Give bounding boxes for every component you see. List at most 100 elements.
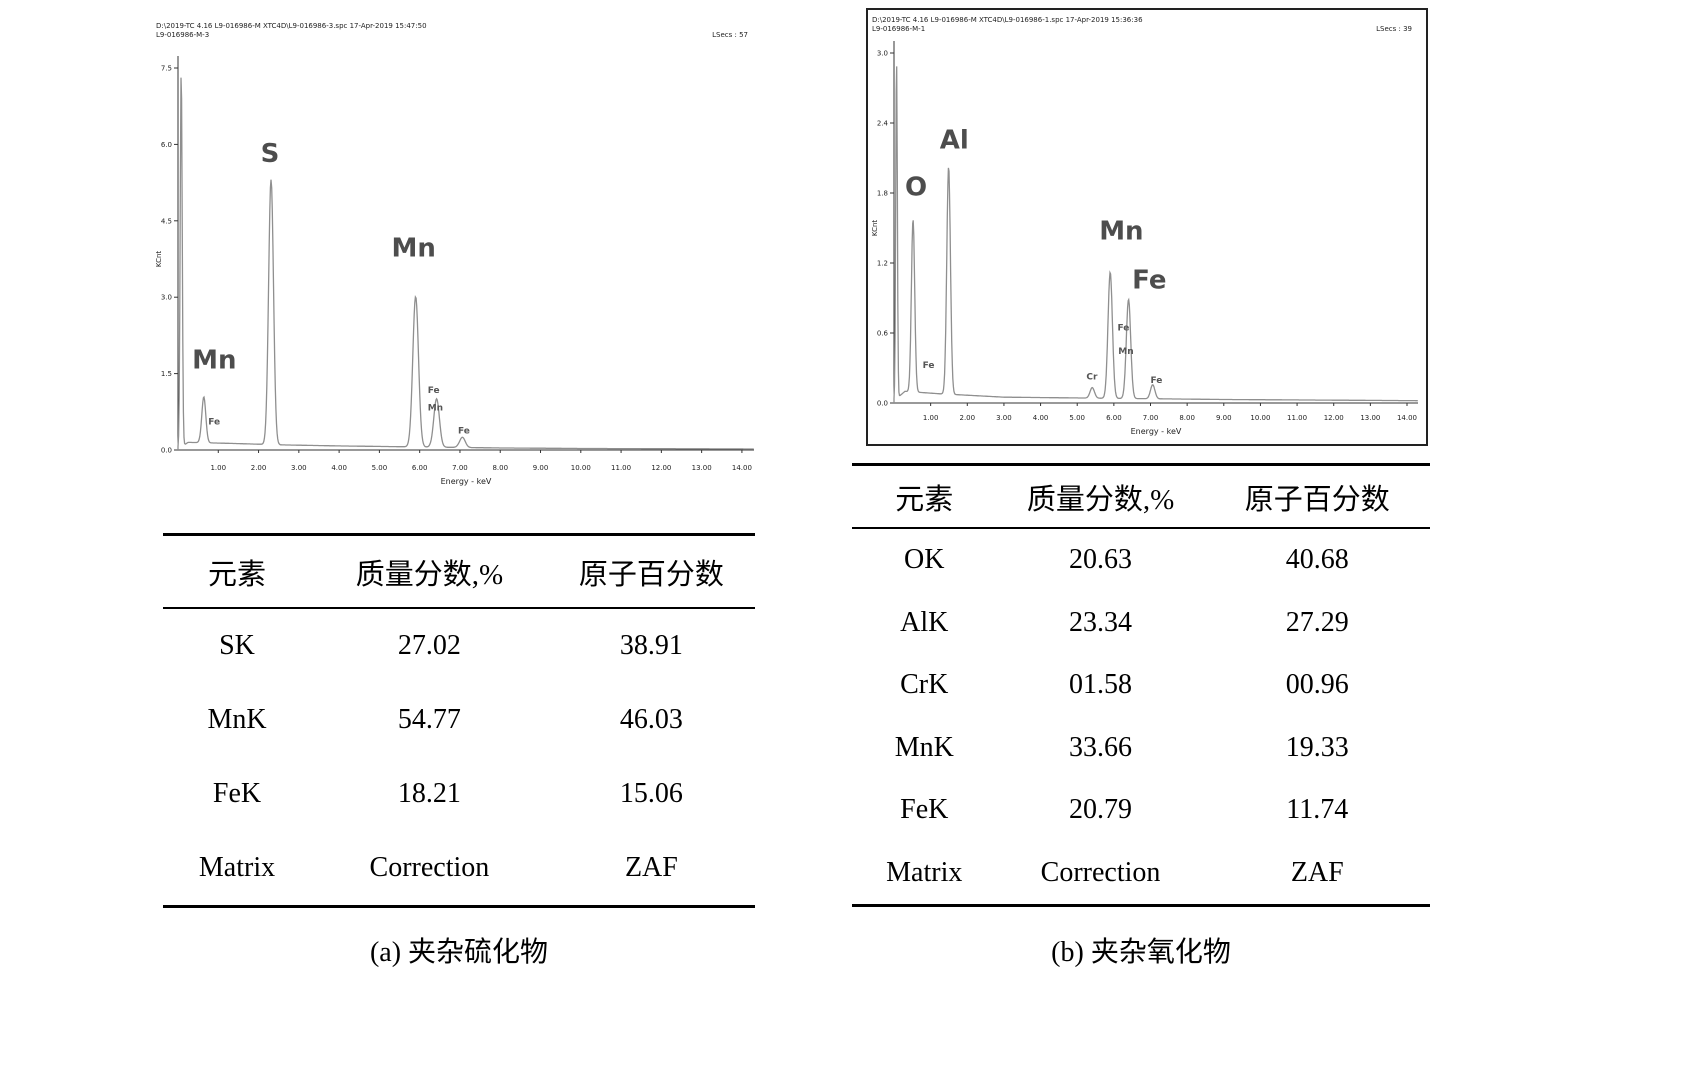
spectrum-curve	[893, 66, 1418, 403]
cell-atomic-percent: 00.96	[1285, 669, 1349, 701]
y-axis-label: KCnt	[871, 220, 879, 237]
y-tick-label: 2.4	[877, 120, 889, 128]
cell-mass-fraction: 23.34	[1069, 606, 1133, 638]
table-row: AlK 23.34 27.29	[852, 592, 1430, 655]
peak-label-large: S	[261, 139, 280, 169]
x-tick-label: 10.00	[571, 464, 591, 472]
table-header-row: 元素 质量分数,% 原子百分数	[852, 466, 1430, 527]
table-row: MnK 33.66 19.33	[852, 717, 1430, 780]
spectrum-header-line1: D:\2019-TC 4.16 L9-016986-M XTC4D\L9-016…	[156, 22, 427, 30]
table-row: FeK 18.21 15.06	[163, 757, 755, 831]
caption-b: (b) 夹杂氧化物	[1051, 937, 1231, 968]
cell-element: MnK	[894, 731, 954, 763]
cell-correction: Correction	[369, 852, 490, 883]
spectrum-frame	[866, 8, 1428, 446]
peak-label-small: Fe	[458, 427, 470, 437]
composition-table-sulfide: 元素 质量分数,% 原子百分数 SK 27.02 38.91 MnK 54.77…	[163, 533, 755, 908]
x-tick-label: 3.00	[291, 464, 307, 472]
spectrum-header-line1: D:\2019-TC 4.16 L9-016986-M XTC4D\L9-016…	[872, 16, 1143, 24]
peak-label-large: Mn	[1099, 217, 1143, 247]
x-tick-label: 2.00	[251, 464, 267, 472]
y-tick-label: 4.5	[161, 217, 172, 225]
cell-zaf: ZAF	[624, 852, 678, 883]
y-tick-label: 3.0	[161, 294, 172, 302]
cell-mass-fraction: 01.58	[1069, 669, 1133, 701]
cell-element: FeK	[900, 794, 949, 826]
table-header-row: 元素 质量分数,% 原子百分数	[163, 536, 755, 607]
cell-mass-fraction: 18.21	[397, 778, 461, 809]
table-rule-bottom	[852, 904, 1430, 907]
cell-element: CrK	[900, 669, 949, 701]
x-tick-label: 14.00	[1397, 414, 1417, 422]
eds-spectrum-b: D:\2019-TC 4.16 L9-016986-M XTC4D\L9-016…	[866, 8, 1428, 446]
cell-element: FeK	[212, 778, 262, 809]
cell-mass-fraction: 33.66	[1069, 731, 1133, 763]
x-tick-label: 7.00	[452, 464, 468, 472]
y-tick-label: 0.0	[161, 447, 172, 455]
cell-element: SK	[219, 630, 255, 661]
y-tick-label: 6.0	[161, 141, 172, 149]
eds-spectrum-panel-a: D:\2019-TC 4.16 L9-016986-M XTC4D\L9-016…	[148, 18, 760, 496]
composition-table-oxide: 元素 质量分数,% 原子百分数 OK 20.63 40.68 AlK 23.34…	[852, 463, 1430, 907]
cell-atomic-percent: 40.68	[1285, 544, 1349, 576]
x-axis-label: Energy - keV	[441, 477, 492, 486]
y-tick-label: 1.8	[877, 190, 888, 198]
x-tick-label: 12.00	[1324, 414, 1344, 422]
x-tick-label: 8.00	[492, 464, 508, 472]
x-tick-label: 6.00	[412, 464, 428, 472]
col-header-element: 元素	[207, 558, 266, 591]
cell-matrix: Matrix	[886, 856, 963, 888]
x-tick-label: 6.00	[1106, 414, 1122, 422]
spectrum-header-line2: L9-016986-M-3	[156, 31, 209, 39]
table-rule-top	[852, 463, 1430, 466]
table-rule-top	[163, 533, 755, 536]
col-header-element: 元素	[895, 483, 954, 516]
cell-element: OK	[904, 544, 945, 576]
y-tick-label: 7.5	[161, 65, 172, 73]
x-tick-label: 2.00	[959, 414, 975, 422]
y-tick-label: 3.0	[877, 50, 888, 58]
x-tick-label: 4.00	[1033, 414, 1049, 422]
x-tick-label: 3.00	[996, 414, 1012, 422]
spectrum-header-lsecs: LSecs : 57	[712, 31, 748, 39]
eds-spectrum-panel-b: D:\2019-TC 4.16 L9-016986-M XTC4D\L9-016…	[866, 8, 1428, 446]
table-row: MnK 54.77 46.03	[163, 683, 755, 757]
peak-label-small: Fe	[208, 418, 220, 428]
cell-atomic-percent: 11.74	[1286, 794, 1349, 826]
cell-correction: Correction	[1040, 856, 1161, 888]
peak-label-large: Mn	[391, 233, 435, 263]
spectrum-curve	[177, 77, 754, 450]
peak-label-small: Mn	[1118, 347, 1133, 357]
cell-mass-fraction: 54.77	[397, 704, 461, 735]
peak-label-large: O	[905, 172, 927, 202]
table-row-matrix: Matrix Correction ZAF	[163, 831, 755, 905]
cell-atomic-percent: 38.91	[619, 630, 683, 661]
table-rule-bottom	[163, 905, 755, 908]
y-tick-label: 0.6	[877, 330, 889, 338]
cell-mass-fraction: 20.63	[1069, 544, 1133, 576]
peak-label-large: Al	[940, 126, 969, 156]
x-tick-label: 9.00	[1216, 414, 1232, 422]
x-tick-label: 13.00	[1360, 414, 1380, 422]
cell-matrix: Matrix	[198, 852, 276, 883]
col-header-atomic-percent: 原子百分数	[578, 558, 724, 591]
table-row-matrix: Matrix Correction ZAF	[852, 842, 1430, 905]
peak-label-small: Fe	[923, 361, 935, 371]
spectrum-header-line2: L9-016986-M-1	[872, 25, 925, 33]
cell-mass-fraction: 27.02	[397, 630, 461, 661]
x-tick-label: 5.00	[372, 464, 388, 472]
peak-label-small: Cr	[1086, 373, 1098, 383]
table-rule-header	[163, 607, 755, 609]
cell-zaf: ZAF	[1290, 856, 1344, 888]
x-tick-label: 11.00	[1287, 414, 1307, 422]
table-row: OK 20.63 40.68	[852, 529, 1430, 592]
x-tick-label: 1.00	[210, 464, 226, 472]
table-row: FeK 20.79 11.74	[852, 779, 1430, 842]
peak-label-large: Mn	[192, 346, 236, 376]
x-tick-label: 1.00	[923, 414, 939, 422]
cell-mass-fraction: 20.79	[1069, 794, 1133, 826]
y-tick-label: 1.5	[161, 370, 172, 378]
x-tick-label: 8.00	[1179, 414, 1195, 422]
x-tick-label: 9.00	[533, 464, 549, 472]
